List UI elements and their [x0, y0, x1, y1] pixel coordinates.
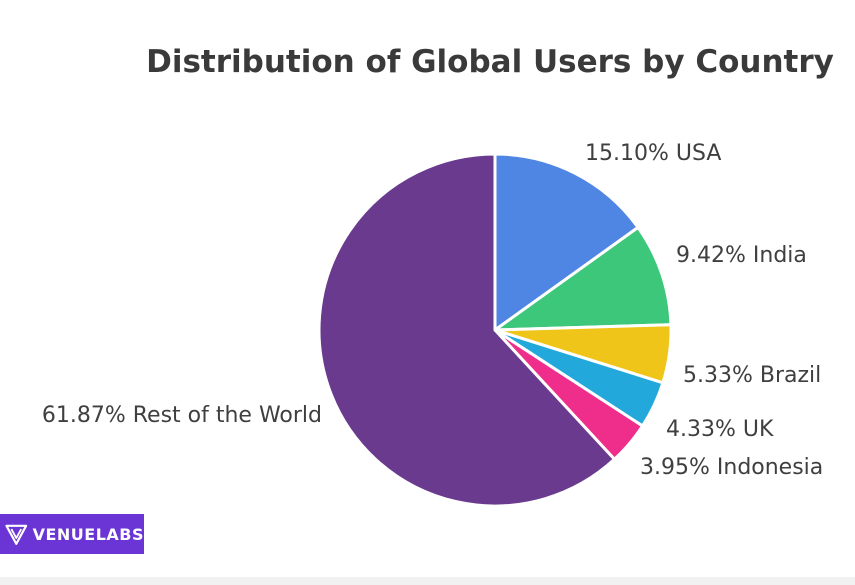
pie-slices	[317, 152, 673, 508]
bottom-divider	[0, 577, 855, 585]
slice-labels: 15.10% USA 9.42% India 5.33% Brazil 4.33% U…	[42, 141, 823, 480]
slice-label-brazil: 5.33% Brazil	[683, 363, 821, 388]
slice-label-rest-of-the-world: 61.87% Rest of the World	[42, 403, 322, 428]
chart-title: Distribution of Global Users by Country	[146, 44, 834, 80]
watermark-text-bold: LABS	[95, 524, 144, 544]
venuelabs-v-logo-icon	[5, 524, 28, 545]
slice-label-uk: 4.33% UK	[666, 417, 774, 442]
pie-slice-india	[490, 225, 673, 332]
pie-slice-usa	[493, 152, 641, 333]
slice-label-usa: 15.10% USA	[585, 141, 721, 166]
watermark-text-light: VENUE	[32, 524, 96, 544]
slice-label-india: 9.42% India	[676, 243, 807, 268]
slice-label-indonesia: 3.95% Indonesia	[640, 455, 823, 480]
venuelabs-watermark: VENUELABS	[0, 514, 144, 554]
pie-slice-rest-of-the-world	[317, 152, 617, 508]
watermark-text: VENUELABS	[33, 525, 144, 544]
